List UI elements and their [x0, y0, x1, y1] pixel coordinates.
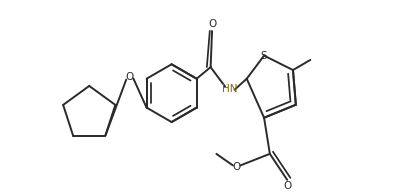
- Text: O: O: [208, 19, 216, 29]
- Text: O: O: [126, 72, 134, 82]
- Text: O: O: [284, 181, 292, 191]
- Text: O: O: [233, 162, 241, 172]
- Text: HN: HN: [222, 84, 237, 94]
- Text: S: S: [261, 51, 267, 61]
